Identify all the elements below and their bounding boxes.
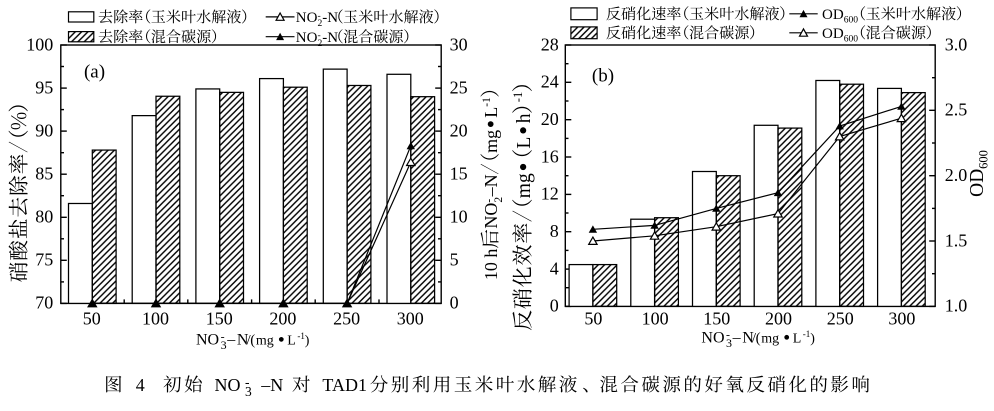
svg-text:2.0: 2.0 xyxy=(945,165,968,185)
svg-text:-N: -N xyxy=(322,10,338,26)
svg-text:600: 600 xyxy=(977,150,991,169)
svg-text:NO: NO xyxy=(296,10,318,26)
svg-text:100: 100 xyxy=(142,308,169,328)
svg-text:OD: OD xyxy=(822,7,844,23)
svg-text:mg: mg xyxy=(256,334,274,349)
svg-text:5: 5 xyxy=(450,250,459,270)
svg-text:-: - xyxy=(221,329,225,343)
svg-text:OD: OD xyxy=(967,169,988,197)
svg-text:8: 8 xyxy=(550,221,559,241)
svg-text:600: 600 xyxy=(844,15,859,26)
svg-text:–: – xyxy=(732,330,742,347)
svg-text:75: 75 xyxy=(35,250,53,270)
svg-text:20: 20 xyxy=(541,109,559,129)
svg-text:150: 150 xyxy=(206,308,233,328)
svg-text:200: 200 xyxy=(269,308,296,328)
svg-text:10: 10 xyxy=(450,207,468,227)
svg-text:(: ( xyxy=(756,331,761,347)
svg-text:250: 250 xyxy=(827,308,854,328)
svg-text:TAD1: TAD1 xyxy=(322,375,367,395)
svg-text:12: 12 xyxy=(541,184,559,204)
svg-text:/: / xyxy=(247,333,252,349)
svg-text:20: 20 xyxy=(450,120,468,140)
svg-text:2: 2 xyxy=(493,197,505,203)
svg-text:L: L xyxy=(287,334,296,349)
svg-text:-: - xyxy=(318,10,321,21)
svg-text:/: / xyxy=(752,331,757,347)
svg-text:-N: -N xyxy=(322,30,338,46)
svg-text:mg: mg xyxy=(761,332,779,347)
svg-text:3: 3 xyxy=(245,384,252,399)
svg-text:0: 0 xyxy=(550,296,559,316)
svg-text:95: 95 xyxy=(35,77,53,97)
svg-text:50: 50 xyxy=(83,308,101,328)
svg-text:–N: –N xyxy=(481,174,501,197)
svg-text:OD: OD xyxy=(822,26,844,42)
svg-text:4: 4 xyxy=(550,258,559,278)
svg-text:-1: -1 xyxy=(481,97,493,107)
svg-text:80: 80 xyxy=(35,207,53,227)
svg-text:-: - xyxy=(318,30,321,41)
svg-text:2: 2 xyxy=(318,38,323,49)
svg-text:NO: NO xyxy=(296,30,318,46)
svg-text:-1: -1 xyxy=(297,331,305,341)
svg-text:(a): (a) xyxy=(84,62,105,83)
svg-text:50: 50 xyxy=(584,308,602,328)
svg-text:300: 300 xyxy=(888,308,915,328)
svg-text:28: 28 xyxy=(541,34,559,54)
svg-text:(: ( xyxy=(250,333,255,349)
svg-text:NO: NO xyxy=(196,332,219,349)
svg-text:mg: mg xyxy=(481,130,501,153)
svg-text:100: 100 xyxy=(26,34,53,54)
svg-text:100: 100 xyxy=(642,308,669,328)
svg-text:1.0: 1.0 xyxy=(945,296,968,316)
svg-text:(b): (b) xyxy=(592,66,614,87)
svg-text:10 h: 10 h xyxy=(481,249,501,281)
svg-text:4: 4 xyxy=(136,375,145,395)
svg-text:): ) xyxy=(305,334,310,349)
svg-text:NO: NO xyxy=(215,375,241,395)
svg-text:16: 16 xyxy=(541,146,559,166)
svg-text:–N: –N xyxy=(260,375,283,395)
svg-text:-: - xyxy=(245,374,250,389)
svg-text:): ) xyxy=(810,332,815,347)
svg-text:h: h xyxy=(514,113,535,123)
svg-text:25: 25 xyxy=(450,77,468,97)
svg-text:2.5: 2.5 xyxy=(945,100,968,120)
svg-text:L: L xyxy=(514,137,535,149)
svg-text:0: 0 xyxy=(450,293,459,313)
svg-text:3: 3 xyxy=(221,338,227,352)
svg-text:2: 2 xyxy=(318,18,323,29)
svg-text:30: 30 xyxy=(450,34,468,54)
svg-text:-: - xyxy=(726,327,730,341)
svg-text:300: 300 xyxy=(397,308,424,328)
svg-text:1.5: 1.5 xyxy=(945,230,968,250)
svg-text:85: 85 xyxy=(35,164,53,184)
svg-text:L: L xyxy=(481,107,501,118)
svg-text:-: - xyxy=(483,199,495,203)
svg-text:15: 15 xyxy=(450,164,468,184)
svg-text:200: 200 xyxy=(765,308,792,328)
svg-text:mg: mg xyxy=(514,173,535,198)
svg-text:NO: NO xyxy=(701,330,724,347)
svg-text:3.0: 3.0 xyxy=(945,34,968,54)
svg-text:-1: -1 xyxy=(511,92,525,102)
svg-text:600: 600 xyxy=(844,34,859,45)
svg-text:NO: NO xyxy=(481,203,501,229)
svg-text:–: – xyxy=(226,332,236,349)
svg-text:N: N xyxy=(237,332,249,349)
svg-text:3: 3 xyxy=(726,336,732,350)
svg-text:90: 90 xyxy=(35,120,53,140)
svg-text:250: 250 xyxy=(333,308,360,328)
svg-text:150: 150 xyxy=(703,308,730,328)
svg-text:L: L xyxy=(793,332,802,347)
svg-text:N: N xyxy=(742,330,754,347)
svg-text:70: 70 xyxy=(35,293,53,313)
svg-text:-1: -1 xyxy=(803,329,811,339)
svg-text:24: 24 xyxy=(541,72,559,92)
